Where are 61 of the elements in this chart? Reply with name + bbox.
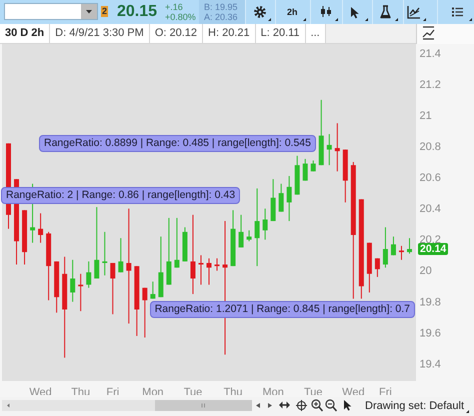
text: O: 20.12 [150,24,204,43]
candlestick [310,160,316,172]
candlestick [398,245,404,260]
candlestick [407,238,412,254]
candlestick [150,281,156,300]
y-tick-label: 21.4 [420,48,441,60]
y-tick-label: 19.6 [420,327,441,340]
y-tick-label: 21.2 [420,78,441,91]
candlestick [86,260,92,288]
candlestick [390,236,396,256]
y-tick-label: 21 [420,110,432,122]
candlestick [270,178,276,222]
candlestick [70,259,76,302]
candlestick [118,238,124,273]
candlestick [198,254,204,286]
candlestick [102,231,108,276]
candlestick [326,134,332,166]
candlestick [110,262,116,315]
candlestick [78,273,84,312]
y-tick-label: 19.8 [420,296,441,308]
candlestick [382,226,388,268]
candlestick [278,183,284,212]
y-tick-label: 20.4 [420,203,441,216]
annotation: 20.14 [418,242,448,255]
candlestick [286,176,292,222]
candlestick [262,208,268,240]
candlestick [334,122,340,172]
candlestick [190,214,196,295]
text: 20.15 [117,3,158,21]
y-tick-label: 20.6 [420,172,441,184]
text: 2 [101,6,108,17]
text: Drawing set: Default [365,399,464,413]
text: H: 20.21 [203,24,256,43]
candlestick [206,258,212,286]
candlestick [246,230,252,242]
text: D: 4/9/21 3:30 PM [50,24,150,43]
annotation: RangeRatio: 2 | Range: 0.86 | range[length]: 0.43 [1,187,240,204]
text: L: 20.11 [256,24,306,43]
candlestick [374,258,380,278]
y-tick-label: 19.4 [420,358,441,370]
text: +0.80% [165,12,196,22]
annotation: RangeRatio: 0.8899 | Range: 0.485 | range[length]: 0.545 [39,135,316,152]
text: 2h [287,7,298,17]
candlestick [38,212,44,244]
annotation: RangeRatio: 1.2071 | Range: 0.845 | range[length]: 0.7 [150,301,415,318]
y-tick-label: 20.8 [420,141,441,153]
candlestick [94,206,100,279]
candlestick [238,214,244,248]
candlestick [254,188,260,267]
candlestick [126,208,132,324]
candlestick [174,217,180,268]
text: ... [306,24,326,43]
text: A: 20.36 [204,12,238,22]
candlestick [214,258,220,272]
y-tick-label: 20 [420,265,432,278]
text: +.16 [165,2,183,12]
text: B: 19.95 [204,2,238,12]
candlestick [302,158,308,182]
candlestick [142,287,148,338]
candlestick [166,217,172,286]
chart-title: 30 D 2h [0,24,50,43]
